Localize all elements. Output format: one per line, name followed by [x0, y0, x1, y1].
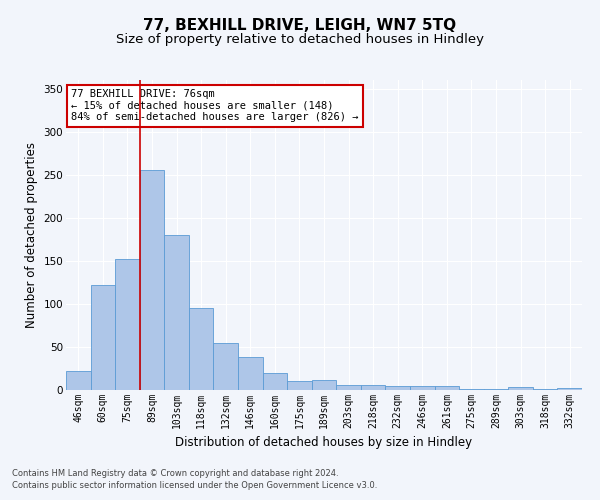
Text: Contains public sector information licensed under the Open Government Licence v3: Contains public sector information licen…: [12, 481, 377, 490]
Bar: [459, 389, 484, 390]
Bar: [484, 389, 508, 390]
Bar: [410, 386, 434, 390]
Bar: [508, 388, 533, 390]
Text: Contains HM Land Registry data © Crown copyright and database right 2024.: Contains HM Land Registry data © Crown c…: [12, 468, 338, 477]
Bar: [361, 385, 385, 390]
Bar: [533, 389, 557, 390]
Bar: [336, 385, 361, 390]
Bar: [164, 235, 189, 390]
Y-axis label: Number of detached properties: Number of detached properties: [25, 142, 38, 328]
Bar: [238, 358, 263, 390]
Bar: [189, 308, 214, 390]
Text: 77, BEXHILL DRIVE, LEIGH, WN7 5TQ: 77, BEXHILL DRIVE, LEIGH, WN7 5TQ: [143, 18, 457, 32]
Bar: [214, 342, 238, 390]
Bar: [434, 386, 459, 390]
Bar: [66, 371, 91, 390]
Bar: [115, 259, 140, 390]
Bar: [557, 388, 582, 390]
Text: Size of property relative to detached houses in Hindley: Size of property relative to detached ho…: [116, 32, 484, 46]
Bar: [140, 170, 164, 390]
Text: 77 BEXHILL DRIVE: 76sqm
← 15% of detached houses are smaller (148)
84% of semi-d: 77 BEXHILL DRIVE: 76sqm ← 15% of detache…: [71, 90, 359, 122]
Bar: [91, 285, 115, 390]
Bar: [287, 382, 312, 390]
X-axis label: Distribution of detached houses by size in Hindley: Distribution of detached houses by size …: [175, 436, 473, 450]
Bar: [263, 373, 287, 390]
Bar: [312, 380, 336, 390]
Bar: [385, 386, 410, 390]
